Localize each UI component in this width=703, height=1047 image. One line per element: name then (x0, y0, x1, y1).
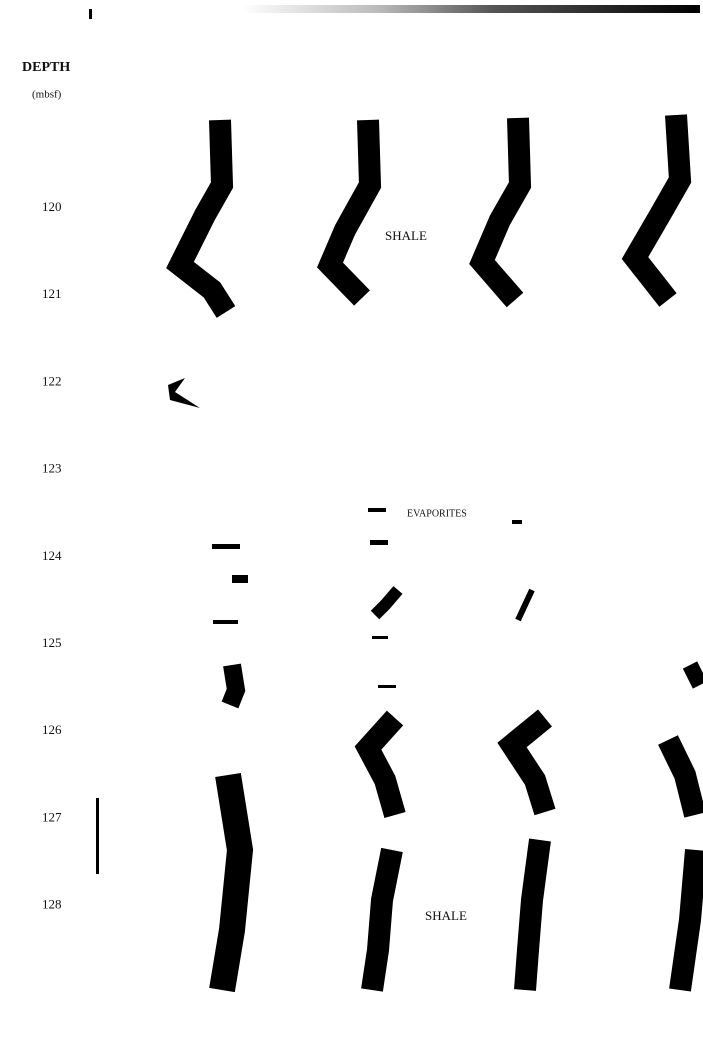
depth-label: 128 (42, 897, 62, 912)
depth-unit: (mbsf) (32, 89, 62, 101)
depth-label: 123 (42, 461, 62, 476)
scan-mark (89, 9, 92, 19)
depth-label: 126 (42, 722, 62, 737)
core-middle (168, 378, 700, 705)
depth-label: 125 (42, 635, 62, 650)
depth-label: 122 (42, 373, 62, 388)
scale-bar (96, 798, 99, 874)
lithology-label: EVAPORITES (407, 508, 467, 519)
core-lower (222, 718, 696, 990)
depth-label: 120 (42, 199, 62, 214)
figure: DEPTH (mbsf) SHALE EVAPORITES SHALE 120 1… (0, 0, 703, 1047)
depth-label: 121 (42, 286, 62, 301)
lithology-label: SHALE (385, 228, 427, 243)
depth-title: DEPTH (22, 60, 70, 75)
lithology-label: SHALE (425, 908, 467, 923)
scan-bar (240, 5, 700, 13)
core-upper (180, 115, 680, 312)
depth-label: 124 (42, 548, 62, 563)
depth-label: 127 (42, 809, 62, 824)
